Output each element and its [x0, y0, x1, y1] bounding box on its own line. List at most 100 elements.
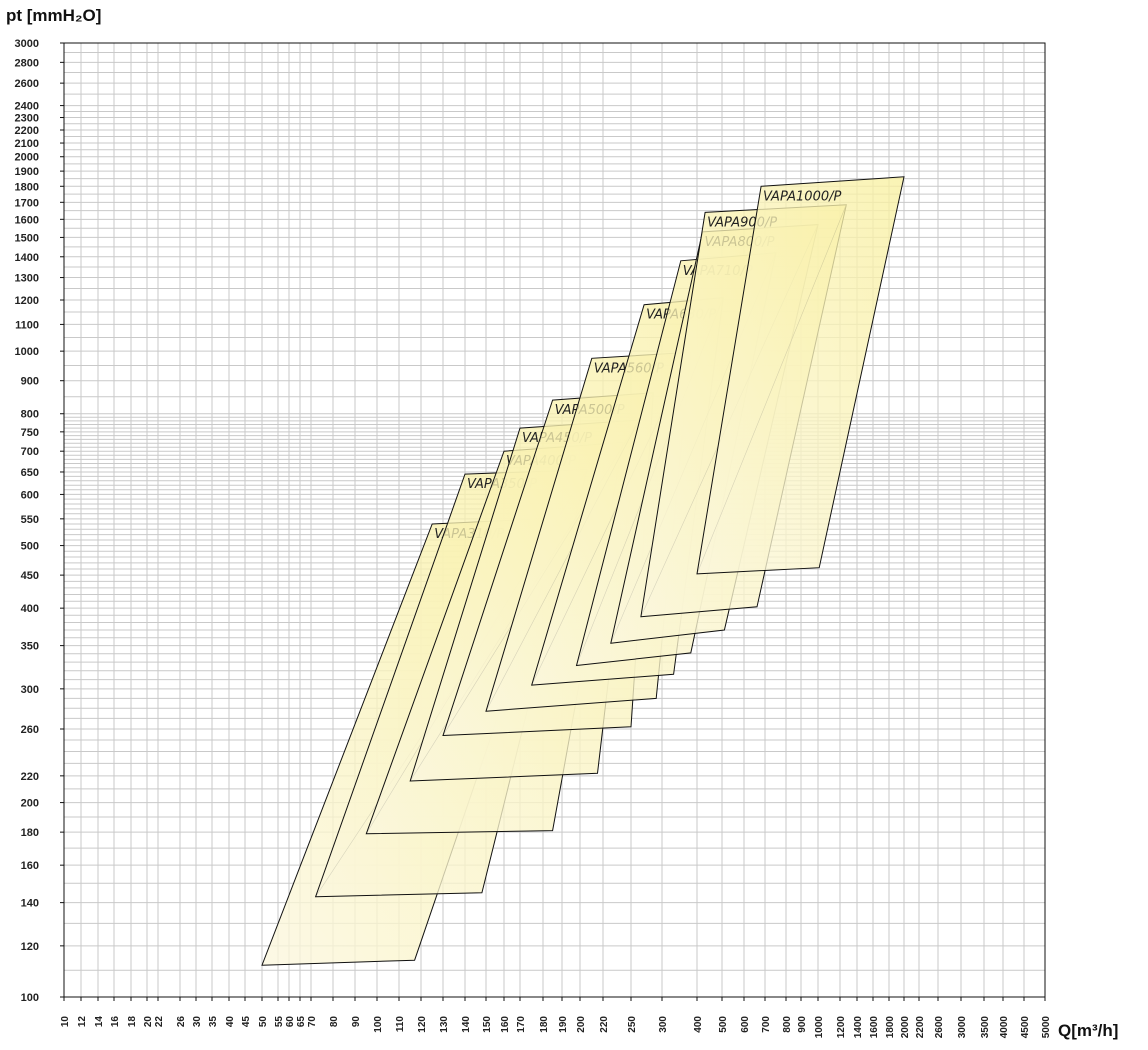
- x-tick-label: 14: [94, 1016, 105, 1028]
- y-tick-label: 220: [21, 771, 39, 783]
- x-tick-label: 40: [225, 1016, 236, 1028]
- x-axis-title: Q[m³/h]: [1058, 1021, 1119, 1040]
- y-tick-label: 350: [21, 641, 39, 653]
- y-tick-label: 1400: [15, 252, 39, 264]
- x-tick-label: 1000: [814, 1016, 825, 1039]
- y-tick-label: 3000: [15, 38, 39, 50]
- x-tick-label: 50: [258, 1016, 269, 1028]
- y-tick-label: 400: [21, 603, 39, 615]
- x-tick-label: 400: [693, 1016, 704, 1033]
- regions: VAPA310/PVAPA350/PVAPA400/PVAPA450/PVAPA…: [261, 176, 905, 966]
- plot-frame: [63, 42, 1046, 998]
- y-tick-label: 1900: [15, 166, 39, 178]
- x-axis-ticks: 10 12 14 16 18 20 22 26 30 35 40 45 50 55 60 65 70 80 90 10…: [60, 997, 1052, 1038]
- x-tick-label: 2600: [934, 1016, 945, 1039]
- y-axis-title: pt [mmH₂O]: [6, 6, 102, 25]
- x-tick-label: 10: [60, 1016, 71, 1028]
- x-tick-label: 1800: [885, 1016, 896, 1039]
- y-tick-label: 1600: [15, 214, 39, 226]
- x-tick-label: 190: [558, 1016, 569, 1033]
- y-tick-label: 1700: [15, 197, 39, 209]
- y-tick-label: 260: [21, 724, 39, 736]
- y-tick-label: 2300: [15, 113, 39, 125]
- x-tick-label: 200: [576, 1016, 587, 1033]
- x-tick-label: 140: [461, 1016, 472, 1033]
- x-tick-label: 18: [127, 1016, 138, 1028]
- x-tick-label: 130: [439, 1016, 450, 1033]
- x-tick-label: 5000: [1041, 1016, 1052, 1039]
- x-tick-label: 700: [761, 1016, 772, 1033]
- x-tick-label: 300: [658, 1016, 669, 1033]
- y-tick-label: 800: [21, 409, 39, 421]
- y-tick-label: 200: [21, 798, 39, 810]
- y-tick-label: 2400: [15, 101, 39, 113]
- y-tick-label: 650: [21, 467, 39, 479]
- y-tick-label: 2600: [15, 78, 39, 90]
- y-tick-label: 750: [21, 427, 39, 439]
- x-tick-label: 150: [482, 1016, 493, 1033]
- x-tick-label: 65: [296, 1016, 307, 1028]
- x-tick-label: 4500: [1020, 1016, 1031, 1039]
- x-tick-label: 45: [241, 1016, 252, 1028]
- y-tick-label: 100: [21, 992, 39, 1004]
- x-tick-label: 20: [143, 1016, 154, 1028]
- y-tick-label: 2100: [15, 138, 39, 150]
- y-tick-label: 300: [21, 684, 39, 696]
- x-tick-label: 600: [740, 1016, 751, 1033]
- x-tick-label: 12: [77, 1016, 88, 1028]
- x-tick-label: 2200: [915, 1016, 926, 1039]
- y-tick-label: 600: [21, 489, 39, 501]
- y-tick-label: 700: [21, 446, 39, 458]
- x-tick-label: 900: [797, 1016, 808, 1033]
- x-tick-label: 2000: [900, 1016, 911, 1039]
- y-tick-label: 900: [21, 376, 39, 388]
- x-tick-label: 100: [373, 1016, 384, 1033]
- x-tick-label: 500: [718, 1016, 729, 1033]
- y-tick-label: 160: [21, 860, 39, 872]
- y-tick-label: 550: [21, 514, 39, 526]
- x-tick-label: 60: [285, 1016, 296, 1028]
- y-axis-ticks: 100 120 140 160 180 200 220 260 300 350 400 450 500 5…: [15, 38, 64, 1004]
- x-tick-label: 170: [516, 1016, 527, 1033]
- y-tick-label: 1500: [15, 232, 39, 244]
- x-tick-label: 120: [417, 1016, 428, 1033]
- x-tick-label: 70: [307, 1016, 318, 1028]
- x-tick-label: 1400: [853, 1016, 864, 1039]
- y-tick-label: 2000: [15, 152, 39, 164]
- y-tick-label: 2200: [15, 125, 39, 137]
- y-tick-label: 1300: [15, 273, 39, 285]
- x-tick-label: 1200: [836, 1016, 847, 1039]
- series-region: VAPA1000/P: [696, 176, 905, 575]
- x-tick-label: 22: [154, 1016, 165, 1028]
- region-polygon: [696, 176, 905, 575]
- x-tick-label: 90: [351, 1016, 362, 1028]
- x-tick-label: 1600: [869, 1016, 880, 1039]
- x-tick-label: 26: [176, 1016, 187, 1028]
- x-tick-label: 110: [395, 1016, 406, 1033]
- y-tick-label: 1000: [15, 346, 39, 358]
- x-tick-label: 4000: [999, 1016, 1010, 1039]
- x-tick-label: 35: [208, 1016, 219, 1028]
- x-tick-label: 80: [329, 1016, 340, 1028]
- x-tick-label: 30: [192, 1016, 203, 1028]
- x-tick-label: 250: [627, 1016, 638, 1033]
- x-tick-label: 800: [782, 1016, 793, 1033]
- y-tick-label: 450: [21, 570, 39, 582]
- x-tick-label: 55: [274, 1016, 285, 1028]
- x-tick-label: 3500: [980, 1016, 991, 1039]
- y-tick-label: 500: [21, 541, 39, 553]
- x-tick-label: 160: [500, 1016, 511, 1033]
- y-tick-label: 2800: [15, 57, 39, 69]
- y-tick-label: 1800: [15, 181, 39, 193]
- y-tick-label: 180: [21, 827, 39, 839]
- x-tick-label: 3000: [957, 1016, 968, 1039]
- x-tick-label: 180: [539, 1016, 550, 1033]
- x-tick-label: 16: [110, 1016, 121, 1028]
- y-tick-label: 120: [21, 941, 39, 953]
- x-tick-label: 220: [599, 1016, 610, 1033]
- y-tick-label: 140: [21, 898, 39, 910]
- series-label: VAPA1000/P: [763, 189, 841, 204]
- y-tick-label: 1200: [15, 295, 39, 307]
- y-tick-label: 1100: [15, 319, 39, 331]
